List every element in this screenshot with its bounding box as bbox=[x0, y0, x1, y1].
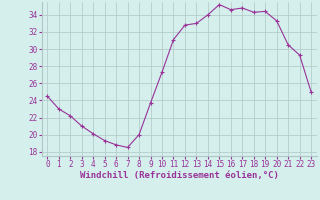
X-axis label: Windchill (Refroidissement éolien,°C): Windchill (Refroidissement éolien,°C) bbox=[80, 171, 279, 180]
